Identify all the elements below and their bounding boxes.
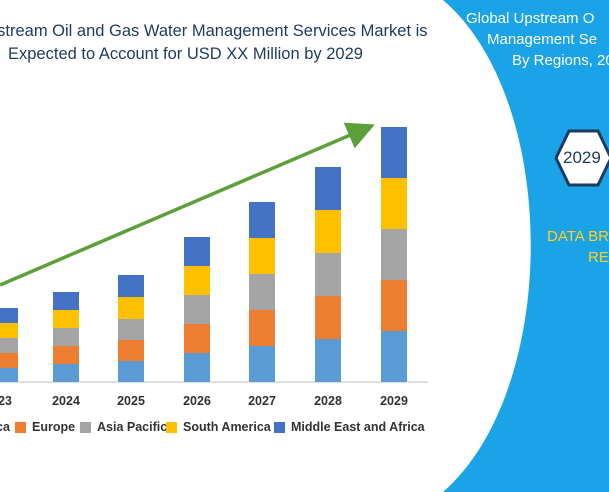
legend-swatch xyxy=(15,421,26,433)
x-tick-label: 2024 xyxy=(52,394,80,408)
bar-segment xyxy=(0,368,18,382)
bar-segment xyxy=(315,296,341,339)
bar-segment xyxy=(381,127,407,178)
legend-swatch xyxy=(166,421,177,433)
bar-segment xyxy=(184,295,210,324)
legend-label: South America xyxy=(183,420,271,434)
legend-label: ca xyxy=(0,420,10,434)
bar-segment xyxy=(315,167,341,210)
chart-title-line-1: pstream Oil and Gas Water Management Ser… xyxy=(0,22,428,40)
bar-segment xyxy=(315,253,341,296)
legend-swatch xyxy=(80,421,91,433)
bar-segment xyxy=(0,353,18,368)
bar-segment xyxy=(0,323,18,338)
bar-segment xyxy=(249,238,275,274)
bar-segment xyxy=(118,275,144,297)
bar-segment xyxy=(249,310,275,346)
legend-swatch xyxy=(274,421,285,433)
x-tick-label: 2029 xyxy=(380,394,408,408)
data-bridge-label-1: DATA BR xyxy=(547,228,609,245)
legend-item: Asia Pacific xyxy=(80,420,167,434)
legend-item: Europe xyxy=(15,420,75,434)
bar-segment xyxy=(249,202,275,238)
legend-label: Asia Pacific xyxy=(97,420,168,434)
growth-trend-arrow xyxy=(0,122,375,287)
bar-segment xyxy=(118,319,144,340)
year-hexagon xyxy=(554,129,609,187)
bar-segment xyxy=(0,338,18,353)
bar-segment xyxy=(381,331,407,382)
bar-segment xyxy=(381,178,407,229)
bar-segment xyxy=(118,361,144,382)
bar-segment xyxy=(381,280,407,331)
bar-segment xyxy=(53,328,79,346)
panel-title-line-2: Management Se xyxy=(487,31,598,48)
x-tick-label: 2027 xyxy=(248,394,276,408)
hexagon-year-label: 2029 xyxy=(563,148,601,167)
data-bridge-label-2: RE xyxy=(588,249,609,266)
x-tick-label: 2028 xyxy=(314,394,342,408)
bar-segment xyxy=(184,266,210,295)
bar-segment xyxy=(53,310,79,328)
panel-title-line-3: By Regions, 20 xyxy=(512,52,609,69)
panel-title-line-1: Global Upstream O xyxy=(466,10,595,27)
region-panel-background xyxy=(443,0,609,492)
bar-segment xyxy=(315,339,341,382)
bar-segment xyxy=(184,353,210,382)
bar-segment xyxy=(381,229,407,280)
bar-segment xyxy=(184,237,210,266)
legend-item: Middle East and Africa xyxy=(274,420,425,434)
legend-item: ca xyxy=(0,420,10,434)
x-tick-label: 2025 xyxy=(117,394,145,408)
legend-label: Middle East and Africa xyxy=(291,420,425,434)
bar-segment xyxy=(184,324,210,353)
bar-segment xyxy=(249,346,275,382)
x-tick-label: 2026 xyxy=(183,394,211,408)
bar-segment xyxy=(315,210,341,253)
chart-title-line-2: Expected to Account for USD XX Million b… xyxy=(8,45,363,63)
bar-segment xyxy=(53,364,79,382)
legend-item: South America xyxy=(166,420,271,434)
bar-segment xyxy=(0,308,18,323)
legend-label: Europe xyxy=(32,420,76,434)
bar-segment xyxy=(118,340,144,361)
bar-segment xyxy=(53,346,79,364)
bar-segment xyxy=(249,274,275,310)
x-tick-label: 23 xyxy=(0,394,12,408)
bar-segment xyxy=(118,297,144,319)
bar-segment xyxy=(53,292,79,310)
